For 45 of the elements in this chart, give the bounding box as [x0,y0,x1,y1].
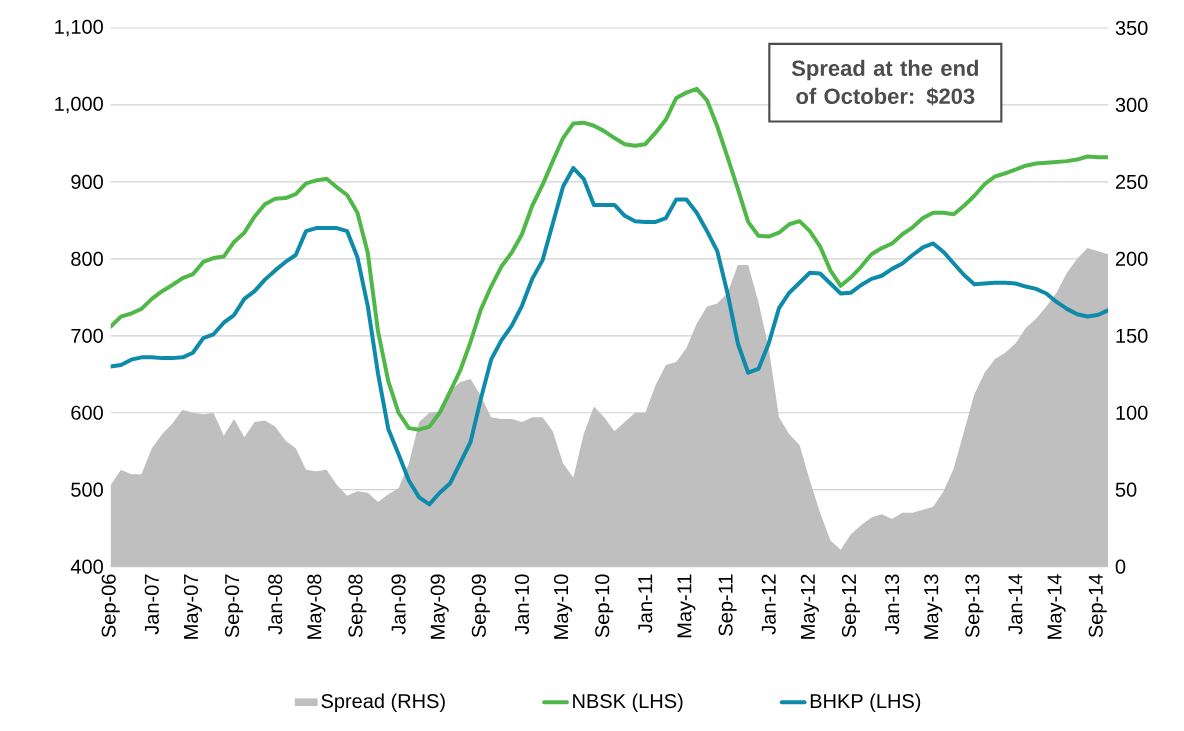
x-tick-label: Jan-11 [638,574,653,634]
x-tick-label: May-12 [800,574,819,639]
y-tick-label: 900 [71,174,103,190]
y2-tick-label: 200 [1115,251,1148,267]
x-tick-label: Sep-07 [224,574,244,638]
x-tick-label: Sep-09 [471,574,490,638]
x-tick-label: May-13 [924,574,943,639]
x-tick-label: May-10 [554,574,573,639]
y2-tick-label: 50 [1115,482,1137,497]
x-tick-label: May-07 [183,574,202,639]
y2-tick-label: 150 [1116,328,1148,344]
x-tick-label: May-09 [430,574,449,639]
y-tick-label: 1,000 [55,96,103,114]
y-tick-label: 800 [71,251,103,267]
x-tick-label: May-11 [677,574,696,638]
x-tick-label: Sep-14 [1088,574,1107,638]
y-tick-label: 600 [71,405,103,420]
x-tick-label: Jan-08 [268,574,283,635]
x-tick-label: May-08 [307,574,326,639]
legend-label: Spread (RHS) [321,693,445,713]
y2-tick-label: 300 [1115,98,1148,113]
x-tick-label: Jan-14 [1008,574,1023,635]
annotation: Spread at the end of October: $203 [791,60,978,106]
x-tick-label: Sep-13 [965,574,984,638]
x-tick-label: Sep-10 [595,574,614,638]
x-tick-label: Sep-11 [718,574,737,636]
y-tick-label: 400 [70,559,103,574]
x-tick-label: Sep-12 [841,574,861,638]
y2-tick-label: 100 [1116,405,1148,420]
legend-label: BHKP (LHS) [810,693,921,713]
x-tick-label: Sep-06 [101,574,120,638]
x-tick-label: Jan-07 [144,574,159,635]
x-tick-label: Jan-13 [885,574,900,635]
x-tick-label: Jan-12 [761,574,776,635]
y2-tick-label: 350 [1115,21,1148,36]
y-tick-label: 500 [71,482,103,497]
y2-tick-label: 250 [1115,174,1148,190]
legend-label: NBSK (LHS) [573,693,683,713]
y-tick-label: 1,100 [55,19,103,37]
x-tick-label: May-14 [1047,574,1066,639]
y-tick-label: 700 [71,328,103,344]
x-tick-label: Sep-08 [348,574,367,638]
x-tick-label: Jan-09 [391,574,406,635]
y2-tick-label: 0 [1115,559,1126,574]
x-tick-label: Jan-10 [514,574,530,635]
